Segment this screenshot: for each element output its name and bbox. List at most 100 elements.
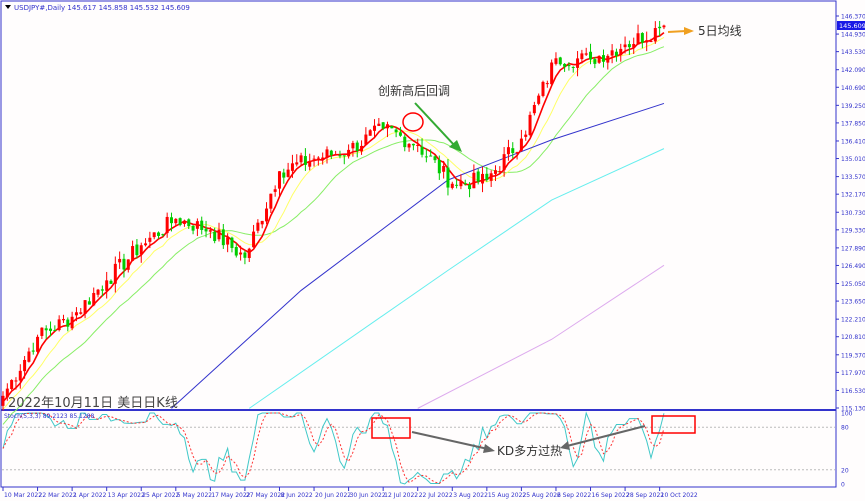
price-tick-label: 126.490: [841, 263, 865, 270]
kd-arrow: [566, 425, 646, 447]
candle-body: [83, 300, 87, 314]
candle-body: [550, 62, 554, 85]
candle-body: [217, 229, 221, 240]
date-tick-label: 10 Mar 2022: [4, 492, 42, 499]
ma5-annotation: 5日均线: [698, 24, 742, 38]
candle-body: [498, 171, 502, 173]
price-tick-label: 137.850: [841, 120, 865, 127]
candle-body: [385, 124, 389, 129]
price-tick-label: 116.530: [841, 388, 865, 395]
price-tick-label: 130.730: [841, 210, 865, 217]
date-tick-label: 27 May 2022: [246, 492, 285, 499]
candle-body: [481, 173, 485, 184]
candle-body: [139, 245, 143, 255]
candle-body: [92, 292, 96, 306]
date-tick-label: 28 Sep 2022: [626, 492, 664, 499]
kd-arrowhead-icon: [560, 441, 570, 450]
candle-body: [23, 359, 27, 372]
candle-body: [593, 59, 597, 64]
candle-body: [221, 229, 225, 246]
candle-body: [338, 155, 342, 157]
candle-body: [290, 163, 294, 171]
price-tick-label: 144.930: [841, 32, 865, 39]
ma5-arrowhead-icon: [684, 27, 694, 35]
kd-highlight-box: [651, 415, 696, 434]
candle-body: [152, 232, 156, 238]
candle-body: [589, 51, 593, 60]
candle-body: [554, 58, 558, 64]
candle-body: [403, 136, 407, 148]
pullback-annotation: 创新高后回调: [378, 83, 450, 98]
price-tick-label: 122.210: [841, 317, 865, 324]
candle-body: [433, 156, 437, 161]
candle-body: [420, 146, 424, 155]
candle-body: [79, 312, 83, 314]
candle-body: [645, 40, 649, 43]
candle-body: [303, 156, 307, 165]
candle-body: [208, 230, 212, 232]
candle-body: [398, 132, 402, 136]
kd-annotation: KD多方过热: [497, 443, 562, 458]
candle-body: [360, 145, 364, 152]
candle-body: [191, 225, 195, 231]
candle-body: [27, 351, 31, 362]
candle-body: [74, 312, 78, 316]
candle-body: [632, 43, 636, 48]
candle-body: [61, 319, 65, 321]
candle-body: [57, 319, 61, 331]
candle-body: [411, 143, 415, 146]
candle-body: [576, 58, 580, 68]
candle-body: [49, 328, 53, 331]
candle-body: [213, 231, 217, 242]
date-tick-label: 6 Sep 2022: [557, 492, 591, 499]
candle-body: [373, 125, 377, 131]
candle-body: [485, 173, 489, 181]
stoch-label: Stoch(5,3,3) 89.2123 85.1288: [4, 413, 95, 420]
candle-body: [623, 44, 627, 48]
candle-body: [416, 144, 420, 146]
candle-body: [273, 189, 277, 192]
stoch-level-label: 100: [841, 411, 853, 418]
candle-body: [640, 33, 644, 43]
candle-body: [53, 330, 57, 332]
candle-body: [169, 217, 173, 224]
candle-body: [96, 289, 100, 295]
date-tick-label: 8 Jun 2022: [280, 492, 312, 499]
collapse-triangle-icon[interactable]: [5, 5, 11, 9]
candle-body: [334, 154, 338, 156]
candle-body: [329, 150, 333, 156]
pullback-arrow: [414, 102, 456, 147]
candle-body: [299, 155, 303, 163]
candle-body: [355, 142, 359, 152]
candle-body: [429, 155, 433, 157]
candle-body: [174, 218, 178, 224]
candle-body: [597, 55, 601, 63]
candle-body: [100, 289, 104, 291]
date-tick-label: 3 Aug 2022: [453, 492, 488, 499]
peak-circle: [402, 112, 424, 132]
ma5-line: [2, 31, 665, 403]
price-tick-label: 135.010: [841, 156, 865, 163]
candle-body: [165, 216, 169, 234]
candle-body: [493, 170, 497, 174]
candle-body: [321, 157, 325, 160]
price-tick-label: 117.970: [841, 370, 865, 377]
candle-body: [312, 158, 316, 160]
candle-body: [265, 208, 269, 222]
candle-body: [364, 134, 368, 145]
candle-body: [532, 105, 536, 114]
candle-body: [282, 172, 286, 178]
stoch-d-line: [2, 412, 665, 484]
candle-body: [269, 193, 273, 209]
price-tick-label: 127.890: [841, 245, 865, 252]
price-tick-label: 136.410: [841, 138, 865, 145]
candle-body: [178, 218, 182, 226]
date-tick-label: 20 Jun 2022: [315, 492, 351, 499]
candle-body: [381, 122, 385, 129]
candle-body: [424, 156, 428, 158]
candle-body: [558, 57, 562, 65]
date-tick-label: 15 Aug 2022: [488, 492, 527, 499]
candle-body: [40, 327, 44, 336]
